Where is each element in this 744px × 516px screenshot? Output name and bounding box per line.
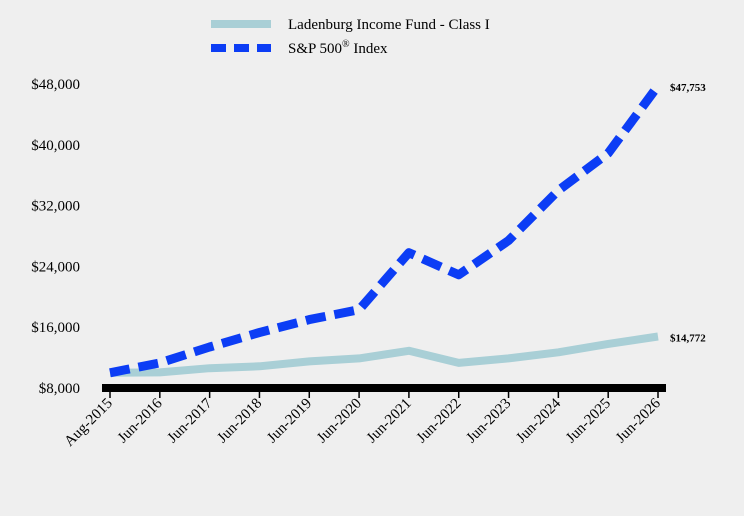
y-axis: $8,000 $16,000 $24,000 $32,000 $40,000 $48,00…	[31, 77, 80, 397]
x-tick-label: Jun-2016	[115, 395, 166, 446]
end-label-fund: $14,772	[670, 333, 706, 345]
series-line-index	[109, 83, 662, 378]
x-tick-label: Jun-2019	[264, 396, 315, 447]
legend-label-index-name: S&P 500	[288, 41, 342, 57]
y-tick-label: $16,000	[31, 320, 80, 336]
x-tick-label: Jun-2022	[414, 396, 465, 447]
x-tick-label: Jun-2023	[464, 396, 515, 447]
y-tick-label: $32,000	[31, 199, 80, 215]
x-tick-label: Aug-2015	[62, 396, 116, 450]
legend-label-index: S&P 500® Index	[288, 39, 388, 57]
x-tick-label: Jun-2020	[314, 396, 365, 447]
x-tick-label: Jun-2026	[613, 395, 664, 446]
y-tick-label: $40,000	[31, 138, 80, 154]
y-tick-label: $24,000	[31, 259, 80, 275]
end-label-index: $47,753	[670, 82, 706, 94]
legend-label-index-sup: ®	[342, 39, 350, 50]
x-tick-label: Jun-2018	[214, 396, 265, 447]
legend-label-fund: Ladenburg Income Fund - Class I	[288, 17, 490, 33]
x-tick-label: Jun-2025	[563, 396, 614, 447]
x-tick-label: Jun-2021	[364, 396, 415, 447]
series-layer	[109, 83, 662, 378]
legend-label-index-suffix: Index	[350, 41, 388, 57]
y-tick-label: $48,000	[31, 77, 80, 93]
end-labels: $14,772 $47,753	[670, 82, 706, 345]
x-tick-label: Jun-2024	[513, 395, 564, 446]
x-axis: Aug-2015 Jun-2016 Jun-2017 Jun-2018 Jun-2019…	[62, 384, 666, 450]
y-tick-label: $8,000	[39, 381, 80, 397]
x-tick-label: Jun-2017	[165, 395, 216, 446]
x-axis-line	[102, 384, 666, 392]
series-line-fund	[109, 332, 659, 377]
legend: Ladenburg Income Fund - Class I S&P 500®…	[211, 17, 490, 57]
